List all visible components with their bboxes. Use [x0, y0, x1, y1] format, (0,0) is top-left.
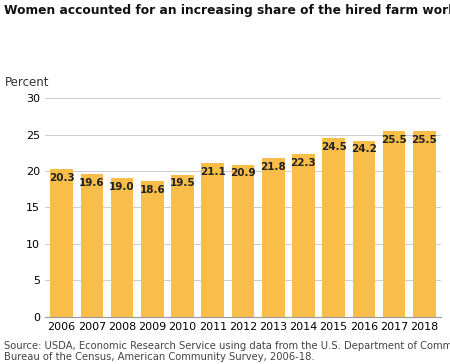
Text: Source: USDA, Economic Research Service using data from the U.S. Department of C: Source: USDA, Economic Research Service …: [4, 341, 450, 362]
Bar: [81, 174, 103, 317]
Bar: [50, 169, 73, 317]
Bar: [292, 154, 315, 317]
Bar: [171, 175, 194, 317]
Bar: [262, 158, 284, 317]
Bar: [111, 178, 133, 317]
Bar: [232, 165, 254, 317]
Text: 19.0: 19.0: [109, 182, 135, 192]
Text: 24.5: 24.5: [321, 142, 346, 152]
Text: 19.6: 19.6: [79, 178, 105, 187]
Text: 25.5: 25.5: [381, 135, 407, 145]
Text: 21.1: 21.1: [200, 167, 225, 177]
Text: 18.6: 18.6: [140, 185, 165, 195]
Bar: [202, 163, 224, 317]
Bar: [322, 138, 345, 317]
Bar: [383, 131, 405, 317]
Bar: [413, 131, 436, 317]
Text: Percent: Percent: [4, 76, 49, 89]
Text: 19.5: 19.5: [170, 178, 195, 188]
Text: 20.9: 20.9: [230, 168, 256, 178]
Text: 22.3: 22.3: [291, 158, 316, 168]
Bar: [353, 141, 375, 317]
Text: Women accounted for an increasing share of the hired farm workforce from 2006 to: Women accounted for an increasing share …: [4, 4, 450, 17]
Text: 20.3: 20.3: [49, 173, 75, 182]
Text: 24.2: 24.2: [351, 144, 377, 154]
Bar: [141, 181, 164, 317]
Text: 25.5: 25.5: [411, 135, 437, 145]
Text: 21.8: 21.8: [261, 162, 286, 171]
